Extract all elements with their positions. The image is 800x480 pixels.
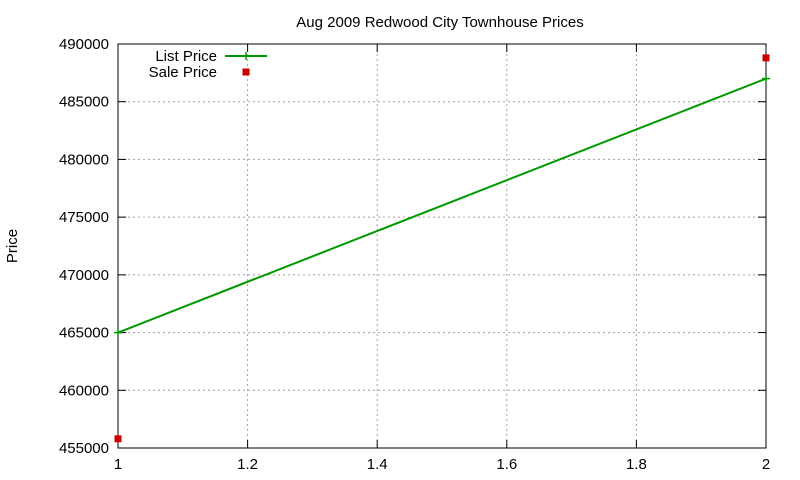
legend-label: List Price — [155, 48, 217, 65]
x-tick-label: 1.2 — [237, 456, 258, 473]
y-tick-label: 480000 — [59, 151, 109, 168]
y-tick-label: 475000 — [59, 209, 109, 226]
series-list-price — [114, 74, 770, 337]
x-tick-label: 1.8 — [626, 456, 647, 473]
legend-marker — [242, 52, 250, 60]
y-axis-label: Price — [4, 229, 21, 263]
series-sale-price — [114, 54, 770, 443]
axis-ticks: 455000 460000 465000 470000 475000 480000 4850… — [59, 36, 770, 473]
y-tick-label: 465000 — [59, 325, 109, 342]
x-tick-label: 2 — [762, 456, 770, 473]
series-line — [117, 77, 767, 334]
legend-marker — [242, 68, 250, 76]
y-tick-label: 460000 — [59, 382, 109, 399]
y-tick-label: 455000 — [59, 440, 109, 457]
chart-title: Aug 2009 Redwood City Townhouse Prices — [296, 14, 583, 31]
data-point — [114, 435, 122, 443]
x-tick-label: 1.6 — [496, 456, 517, 473]
data-point — [114, 328, 122, 337]
y-tick-label: 490000 — [59, 36, 109, 53]
x-tick-label: 1.4 — [367, 456, 388, 473]
y-tick-label: 470000 — [59, 267, 109, 284]
y-tick-label: 485000 — [59, 94, 109, 111]
data-point — [762, 54, 770, 62]
x-tick-label: 1 — [114, 456, 122, 473]
data-point — [762, 74, 770, 83]
legend-label: Sale Price — [149, 64, 217, 81]
series — [114, 54, 770, 443]
grid-lines — [118, 44, 766, 448]
plot-frame — [117, 43, 767, 449]
